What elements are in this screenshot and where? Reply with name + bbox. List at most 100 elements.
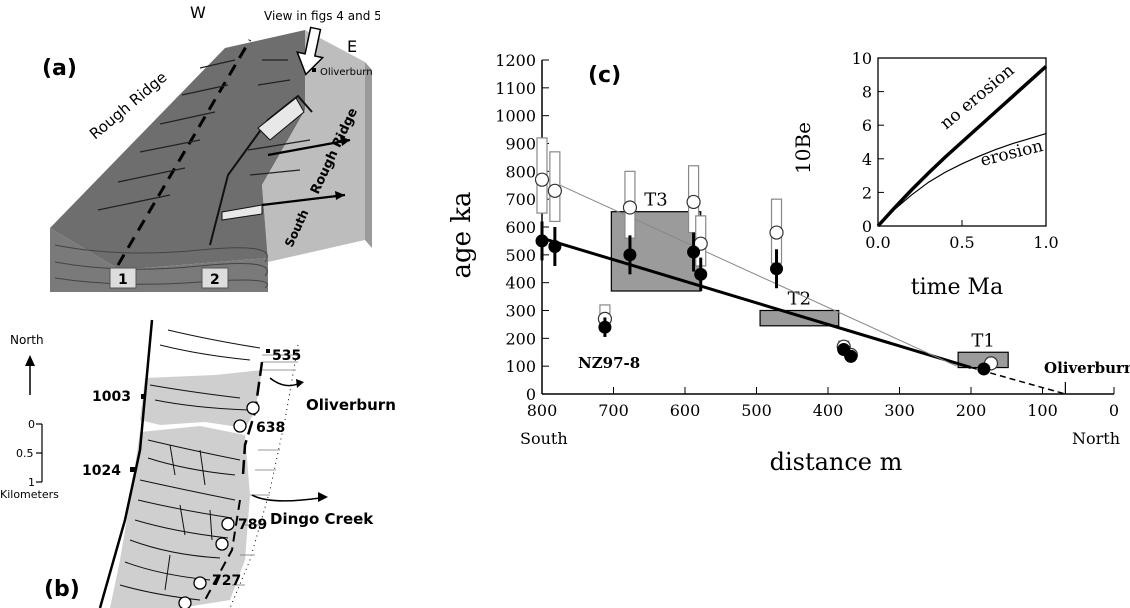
x-tick-label: 500 [741, 401, 772, 420]
y-tick-label: 300 [505, 302, 536, 321]
y-tick-label: 1100 [495, 79, 536, 98]
range-front-east [241, 361, 264, 476]
panel-b-map: North 0 0.5 1 Kilometers (b) 1003 1024 5… [0, 319, 396, 608]
elev-727: 727 [212, 573, 241, 589]
y-axis-title: age ka [447, 191, 477, 278]
y-tick-label: 1200 [495, 51, 536, 70]
filled-data-point [977, 362, 991, 376]
fit-line-dashed [970, 366, 1066, 395]
inset-y-tick-label: 2 [862, 183, 872, 202]
filled-data-point [687, 245, 701, 259]
oliverburn-arrow [269, 377, 301, 387]
inset-series-line-no-erosion [876, 65, 1048, 228]
scale-bar [36, 423, 43, 483]
dotted-boundary [229, 344, 299, 608]
filled-data-point [623, 248, 637, 262]
range-front-west [98, 319, 154, 608]
y-tick-label: 700 [505, 190, 536, 209]
scale-tick-1: 1 [28, 476, 35, 489]
range-front-east-2 [204, 499, 241, 601]
fit-line-thick [541, 236, 972, 369]
scale-tick-0-5: 0.5 [16, 447, 34, 460]
inset-y-axis-title: 10Be [791, 122, 815, 174]
x-tick-label: 700 [598, 401, 629, 420]
lower-scarp [221, 204, 263, 221]
north-arrow-icon [25, 355, 35, 395]
filled-data-point [598, 320, 612, 334]
dingo-creek-label: Dingo Creek [270, 510, 374, 528]
inset-x-axis-title: time Ma [911, 275, 1003, 300]
sample-sites [178, 401, 260, 608]
filled-data-point [548, 239, 562, 253]
open-data-point [686, 194, 701, 210]
inset-y-tick-label: 8 [862, 83, 872, 102]
oliverburn-b-label: Oliverburn [306, 396, 396, 414]
inset-x-tick-label: 0.0 [865, 233, 890, 252]
inset-x-tick-label: 1.0 [1033, 233, 1058, 252]
inset-y-tick-label: 4 [862, 150, 872, 169]
inset-y-tick-label: 6 [862, 116, 872, 135]
view-arrow-icon [296, 26, 325, 76]
hatched-scarp [257, 97, 305, 141]
elev-789: 789 [238, 517, 267, 533]
hatch-lines [232, 354, 300, 586]
east-edge [365, 62, 372, 248]
x-tick-label: 600 [670, 401, 701, 420]
open-data-point [534, 172, 550, 187]
filled-data-point [844, 349, 858, 363]
open-data-point [622, 200, 638, 215]
y-tick-label: 200 [505, 329, 536, 348]
x-end-left: South [520, 429, 568, 448]
scale-tick-0: 0 [28, 418, 35, 431]
west-label: W [190, 3, 206, 22]
site-annotation: Oliverburn [1044, 359, 1130, 377]
catchment-upper [140, 370, 262, 428]
elev-1003: 1003 [92, 389, 131, 405]
inset-y-tick-label: 10 [852, 49, 872, 68]
elev-535: 535 [272, 348, 301, 364]
open-data-point [769, 225, 784, 240]
y-tick-label: 1000 [495, 107, 536, 126]
y-tick-label: 800 [505, 162, 536, 181]
north-label: North [10, 333, 44, 347]
oliverburn-a-label: Oliverburn [320, 67, 373, 78]
west-flow-arrows [97, 59, 311, 211]
panel-b-label: (b) [44, 577, 80, 602]
elev-1024: 1024 [82, 463, 121, 479]
scale-unit: Kilometers [0, 488, 59, 501]
y-tick-label: 600 [505, 218, 536, 237]
panel-c-label: (c) [588, 63, 621, 88]
sample-annotation: NZ97-8 [578, 354, 640, 372]
panel-a-block-diagram: (a) W E View in figs 4 and 5 Rough Ridge… [42, 3, 380, 292]
filled-data-point [770, 262, 784, 276]
elev-638: 638 [256, 420, 285, 436]
terrace-label-t2: T2 [788, 289, 811, 310]
inset-series-line-erosion [877, 133, 1047, 227]
open-data-point [547, 183, 562, 198]
inset-x-tick-label: 0.5 [949, 233, 974, 252]
fault-1-label: 1 [118, 272, 128, 288]
terrace-label-t3: T3 [644, 190, 667, 211]
y-tick-label: 900 [505, 135, 536, 154]
y-tick-label: 400 [505, 274, 536, 293]
view-note: View in figs 4 and 5 [264, 9, 380, 23]
inset-y-tick-label: 0 [862, 217, 872, 236]
dingo-creek-arrow [251, 494, 321, 502]
catchment-lower [110, 426, 250, 608]
x-tick-label: 300 [884, 401, 915, 420]
filled-data-point [535, 234, 549, 248]
front-strata [54, 244, 268, 289]
x-tick-label: 400 [813, 401, 844, 420]
panel-c-age-distance-chart: (c) age ka distance m South North NZ97-8… [447, 51, 1130, 476]
y-tick-label: 500 [505, 246, 536, 265]
east-flow-arrows [261, 138, 351, 207]
x-tick-label: 800 [527, 401, 558, 420]
fault-2-label: 2 [210, 272, 220, 288]
fit-line-thin [541, 176, 957, 367]
x-axis-title: distance m [770, 448, 903, 476]
filled-data-point [694, 267, 708, 281]
x-tick-label: 0 [1109, 401, 1119, 420]
east-label: E [347, 37, 357, 56]
y-tick-label: 0 [526, 385, 536, 404]
